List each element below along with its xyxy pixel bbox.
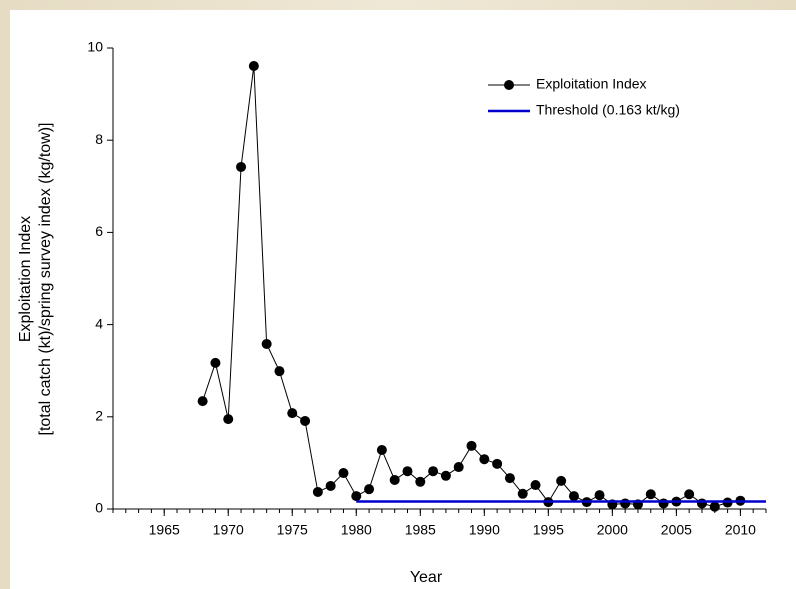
legend-label: Exploitation Index — [536, 76, 647, 92]
point — [197, 396, 208, 407]
point — [389, 474, 400, 485]
point — [556, 475, 567, 486]
x-axis-label: Year — [410, 569, 443, 586]
point — [428, 466, 439, 477]
point — [300, 415, 311, 426]
point — [312, 486, 323, 497]
point — [210, 357, 221, 368]
y-tick-label: 4 — [95, 315, 103, 331]
point — [684, 489, 695, 500]
point — [364, 484, 375, 495]
point — [248, 60, 259, 71]
y-tick-label: 10 — [87, 39, 103, 55]
panel — [10, 10, 796, 589]
point — [709, 501, 720, 512]
legend-marker — [504, 80, 514, 90]
point — [351, 491, 362, 502]
point — [517, 488, 528, 499]
point — [376, 444, 387, 455]
x-tick-label: 1975 — [277, 522, 308, 538]
point — [696, 498, 707, 509]
y-tick-label: 6 — [95, 223, 103, 239]
point — [287, 408, 298, 419]
point — [325, 480, 336, 491]
point — [658, 498, 669, 509]
point — [261, 338, 272, 349]
x-tick-label: 1985 — [405, 522, 436, 538]
x-tick-label: 2010 — [725, 522, 756, 538]
x-tick-label: 2005 — [661, 522, 692, 538]
x-tick-label: 1970 — [213, 522, 244, 538]
x-tick-label: 1965 — [149, 522, 180, 538]
y-axis-label: Exploitation Index — [17, 216, 34, 342]
point — [530, 480, 541, 491]
point — [466, 440, 477, 451]
point — [223, 414, 234, 425]
point — [479, 454, 490, 465]
point — [492, 458, 503, 469]
point — [338, 468, 349, 479]
y-tick-label: 2 — [95, 408, 103, 424]
point — [236, 161, 247, 172]
point — [274, 366, 285, 377]
x-tick-label: 1980 — [341, 522, 372, 538]
point — [504, 473, 515, 484]
point — [594, 490, 605, 501]
y-tick-label: 8 — [95, 131, 103, 147]
point — [415, 476, 426, 487]
x-tick-label: 2000 — [597, 522, 628, 538]
point — [402, 466, 413, 477]
x-tick-label: 1995 — [533, 522, 564, 538]
point — [620, 498, 631, 509]
x-tick-label: 1990 — [469, 522, 500, 538]
point — [440, 470, 451, 481]
point — [568, 491, 579, 502]
y-tick-label: 0 — [95, 500, 103, 516]
point — [453, 462, 464, 473]
point — [645, 489, 656, 500]
y-axis-label: [total catch (kt)/spring survey index (k… — [37, 123, 54, 436]
legend-label: Threshold (0.163 kt/kg) — [536, 102, 680, 118]
